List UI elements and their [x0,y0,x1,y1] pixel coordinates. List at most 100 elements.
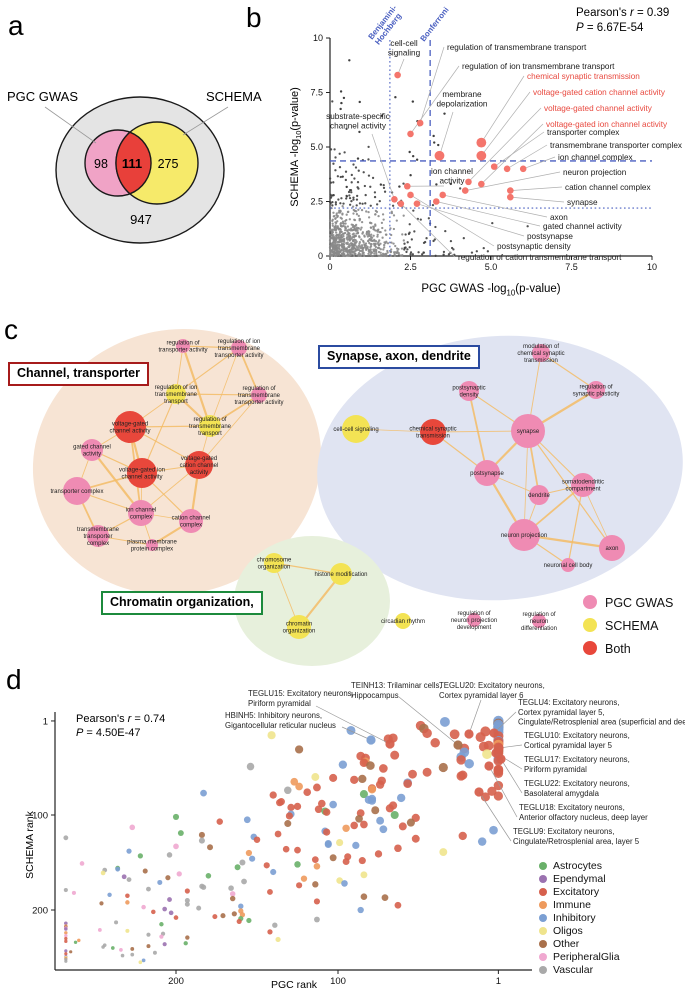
b-background-point [394,96,397,99]
b-background-point [412,209,415,212]
b-background-point [331,204,334,207]
b-background-point [360,244,364,247]
b-annotation-connector [494,131,545,167]
b-y-tick-label: 2.5 [310,197,323,207]
b-background-point [334,221,337,224]
c-node-transmembrane-transporter-complex [87,525,109,547]
d-point-excitatory [385,804,394,813]
b-background-point [400,247,404,250]
b-background-point [368,234,371,237]
c-node-voltage-gated-channel-activity [114,411,146,443]
b-background-point [344,228,347,232]
b-background-point [348,59,351,62]
b-background-point [334,201,338,204]
c-node-histone-modification [330,563,352,585]
b-highlight-point-gated-channel-activity [432,198,440,205]
b-background-point [338,244,341,247]
d-point-inhibitory [115,866,121,872]
d-annotation-connector [493,711,517,734]
b-background-point [357,254,360,257]
c-legend-dot [583,641,597,655]
d-legend-label: Other [553,938,580,950]
b-background-point [374,240,378,243]
b-highlight-point-regulation-of-ion-transmembrane-transport [407,130,414,138]
b-background-point [362,171,365,174]
c-edge-channel-transporter [91,449,142,514]
b-background-point [381,226,384,230]
d-y-tick-label: 1 [43,716,48,727]
c-legend-dot [583,618,597,632]
b-background-point [372,225,375,228]
d-point-oligos [311,773,320,781]
b-x-tick-label: 7.5 [565,262,578,272]
b-background-point [382,186,386,190]
b-background-point [356,157,360,160]
d-annotation-connector [398,696,459,746]
c-node-voltage-gated-cation-channel-activity [185,451,213,479]
d-point-peripheralglia [71,890,76,895]
b-background-point [491,221,494,225]
c-node-label: histone modification [314,572,367,578]
b-background-point [353,241,356,244]
d-point-ependymal [162,906,167,912]
d-y-tick-label: 200 [32,906,48,917]
c-node-ion-channel-complex [128,500,154,526]
d-point-inhibitory [324,840,332,848]
panel-b-pearson: Pearson's r = 0.39 [576,7,670,19]
venn-pgc-callout-line [44,106,97,144]
b-background-point [378,199,381,203]
b-background-point [353,218,357,222]
b-background-point [358,245,362,248]
b-background-point [403,242,406,245]
b-background-point [363,244,367,247]
c-node-label: ion channel complex [126,508,157,521]
b-background-point [369,242,372,246]
b-background-point [361,202,364,205]
b-background-point [360,221,364,224]
b-highlight-point-chemical-synaptic-transmission [476,137,487,148]
b-background-point [352,163,355,166]
b-background-point [347,190,351,194]
d-point-vascular [120,953,125,958]
c-node-label: modulation of chemical synaptic transmissi… [517,344,564,364]
d-point-excitatory [408,769,417,779]
d-point-vascular [63,888,68,893]
d-point-immune [295,782,303,791]
b-background-point [405,250,408,254]
b-background-point [345,197,348,200]
d-point-inhibitory [379,825,388,834]
d-annotation-connector [315,705,391,745]
b-background-point [336,253,339,256]
c-node-label: axon [605,546,618,552]
d-point-inhibitory [249,855,256,862]
d-point-vascular [63,835,69,841]
b-background-point [349,242,353,245]
b-background-point [384,252,388,256]
d-point-vascular [126,877,132,882]
d-annotated-point-teglu4 [489,728,499,738]
c-cluster-box-1: Synapse, axon, dendrite [318,345,480,369]
c-node-plasma-membrane-protein-complex [146,539,158,551]
d-annotation-label-hbinh5: HBINH5: Inhibitory neurons, Gigantocellul… [225,711,336,730]
b-background-point [470,251,474,254]
b-background-point [409,253,412,256]
d-point-other [142,868,148,874]
b-background-point [369,246,372,249]
b-background-point [334,156,337,159]
b-background-point [329,241,332,244]
d-point-excitatory [350,775,359,784]
c-node-regulation-of-neuron-projection-development [467,613,481,627]
b-background-point [402,182,405,185]
b-background-point [333,226,336,229]
b-background-point [339,175,342,179]
d-point-excitatory [422,728,432,739]
d-point-excitatory [294,846,301,854]
b-background-point [526,225,529,228]
b-highlight-point-synapse [507,193,514,201]
b-annotation-label: synapse [567,198,598,207]
d-legend-item-vascular: Vascular [539,964,593,976]
b-background-point [336,175,340,178]
d-point-excitatory [263,862,270,869]
b-background-point [370,233,373,236]
d-point-immune [313,862,321,870]
